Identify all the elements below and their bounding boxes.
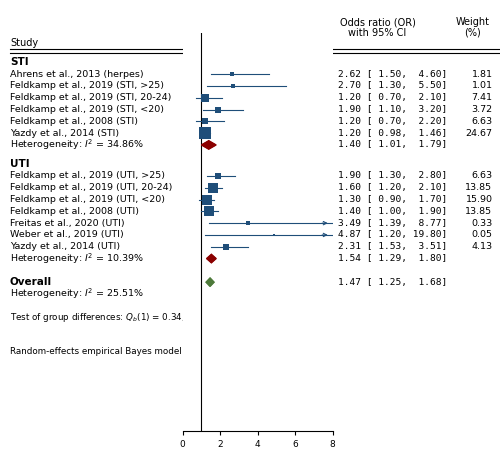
Text: 1.30 [ 0.90,  1.70]: 1.30 [ 0.90, 1.70] bbox=[338, 195, 447, 204]
Text: 24.67: 24.67 bbox=[466, 129, 492, 138]
Text: (%): (%) bbox=[464, 28, 481, 38]
Text: Odds ratio (OR): Odds ratio (OR) bbox=[340, 18, 415, 28]
Text: 6.63: 6.63 bbox=[472, 171, 492, 180]
Text: Feldkamp et al., 2019 (UTI, >25): Feldkamp et al., 2019 (UTI, >25) bbox=[10, 171, 165, 180]
Text: Heterogeneity: $I^2$ = 10.39%: Heterogeneity: $I^2$ = 10.39% bbox=[10, 251, 144, 266]
Text: 0.05: 0.05 bbox=[472, 230, 492, 239]
Text: 3.49 [ 1.39,  8.77]: 3.49 [ 1.39, 8.77] bbox=[338, 218, 447, 228]
Text: Random-effects empirical Bayes model: Random-effects empirical Bayes model bbox=[10, 347, 182, 356]
Text: 1.47 [ 1.25,  1.68]: 1.47 [ 1.25, 1.68] bbox=[338, 278, 447, 287]
Polygon shape bbox=[206, 278, 214, 287]
Text: 4.13: 4.13 bbox=[472, 242, 492, 251]
Text: 4.87 [ 1.20, 19.80]: 4.87 [ 1.20, 19.80] bbox=[338, 230, 447, 239]
Text: Freitas et al., 2020 (UTI): Freitas et al., 2020 (UTI) bbox=[10, 218, 124, 228]
Text: 2.62 [ 1.50,  4.60]: 2.62 [ 1.50, 4.60] bbox=[338, 69, 447, 79]
Text: Study: Study bbox=[10, 38, 38, 48]
Text: 1.20 [ 0.70,  2.20]: 1.20 [ 0.70, 2.20] bbox=[338, 117, 447, 126]
Text: 1.20 [ 0.98,  1.46]: 1.20 [ 0.98, 1.46] bbox=[338, 129, 447, 138]
Text: Heterogeneity: $I^2$ = 25.51%: Heterogeneity: $I^2$ = 25.51% bbox=[10, 287, 144, 301]
Text: 1.81: 1.81 bbox=[472, 69, 492, 79]
Text: Feldkamp et al., 2019 (UTI, <20): Feldkamp et al., 2019 (UTI, <20) bbox=[10, 195, 165, 204]
Text: Feldkamp et al., 2008 (STI): Feldkamp et al., 2008 (STI) bbox=[10, 117, 138, 126]
Text: 1.90 [ 1.10,  3.20]: 1.90 [ 1.10, 3.20] bbox=[338, 105, 447, 114]
Text: 2.70 [ 1.30,  5.50]: 2.70 [ 1.30, 5.50] bbox=[338, 81, 447, 90]
Text: Yazdy et al., 2014 (STI): Yazdy et al., 2014 (STI) bbox=[10, 129, 119, 138]
Text: Weight: Weight bbox=[456, 18, 490, 28]
Text: 1.54 [ 1.29,  1.80]: 1.54 [ 1.29, 1.80] bbox=[338, 254, 447, 263]
Text: 1.40 [ 1.01,  1.79]: 1.40 [ 1.01, 1.79] bbox=[338, 140, 447, 149]
Text: 7.41: 7.41 bbox=[472, 93, 492, 102]
Polygon shape bbox=[206, 254, 216, 263]
Text: STI: STI bbox=[10, 57, 29, 67]
Text: 0.33: 0.33 bbox=[471, 218, 492, 228]
Text: Weber et al., 2019 (UTI): Weber et al., 2019 (UTI) bbox=[10, 230, 124, 239]
Text: Overall: Overall bbox=[10, 277, 52, 287]
Text: with 95% CI: with 95% CI bbox=[348, 28, 406, 38]
Text: Feldkamp et al., 2019 (STI, 20-24): Feldkamp et al., 2019 (STI, 20-24) bbox=[10, 93, 172, 102]
Text: Feldkamp et al., 2019 (STI, <20): Feldkamp et al., 2019 (STI, <20) bbox=[10, 105, 164, 114]
Text: 1.90 [ 1.30,  2.80]: 1.90 [ 1.30, 2.80] bbox=[338, 171, 447, 180]
Text: 13.85: 13.85 bbox=[466, 207, 492, 216]
Text: Feldkamp et al., 2008 (UTI): Feldkamp et al., 2008 (UTI) bbox=[10, 207, 139, 216]
Text: 1.60 [ 1.20,  2.10]: 1.60 [ 1.20, 2.10] bbox=[338, 183, 447, 192]
Text: Yazdy et al., 2014 (UTI): Yazdy et al., 2014 (UTI) bbox=[10, 242, 120, 251]
Text: 6.63: 6.63 bbox=[472, 117, 492, 126]
Text: 13.85: 13.85 bbox=[466, 183, 492, 192]
Text: Feldkamp et al., 2019 (STI, >25): Feldkamp et al., 2019 (STI, >25) bbox=[10, 81, 164, 90]
Text: 15.90: 15.90 bbox=[466, 195, 492, 204]
Text: 1.01: 1.01 bbox=[472, 81, 492, 90]
Text: 1.40 [ 1.00,  1.90]: 1.40 [ 1.00, 1.90] bbox=[338, 207, 447, 216]
Text: 3.72: 3.72 bbox=[472, 105, 492, 114]
Polygon shape bbox=[202, 141, 216, 149]
Text: 2.31 [ 1.53,  3.51]: 2.31 [ 1.53, 3.51] bbox=[338, 242, 447, 251]
Text: Ahrens et al., 2013 (herpes): Ahrens et al., 2013 (herpes) bbox=[10, 69, 143, 79]
Text: UTI: UTI bbox=[10, 159, 29, 169]
Text: 1.20 [ 0.70,  2.10]: 1.20 [ 0.70, 2.10] bbox=[338, 93, 447, 102]
Text: Feldkamp et al., 2019 (UTI, 20-24): Feldkamp et al., 2019 (UTI, 20-24) bbox=[10, 183, 172, 192]
Text: Test of group differences: $Q_b$(1) = 0.34, $p$ = 0.56: Test of group differences: $Q_b$(1) = 0.… bbox=[10, 311, 226, 324]
Text: Heterogeneity: $I^2$ = 34.86%: Heterogeneity: $I^2$ = 34.86% bbox=[10, 138, 143, 152]
